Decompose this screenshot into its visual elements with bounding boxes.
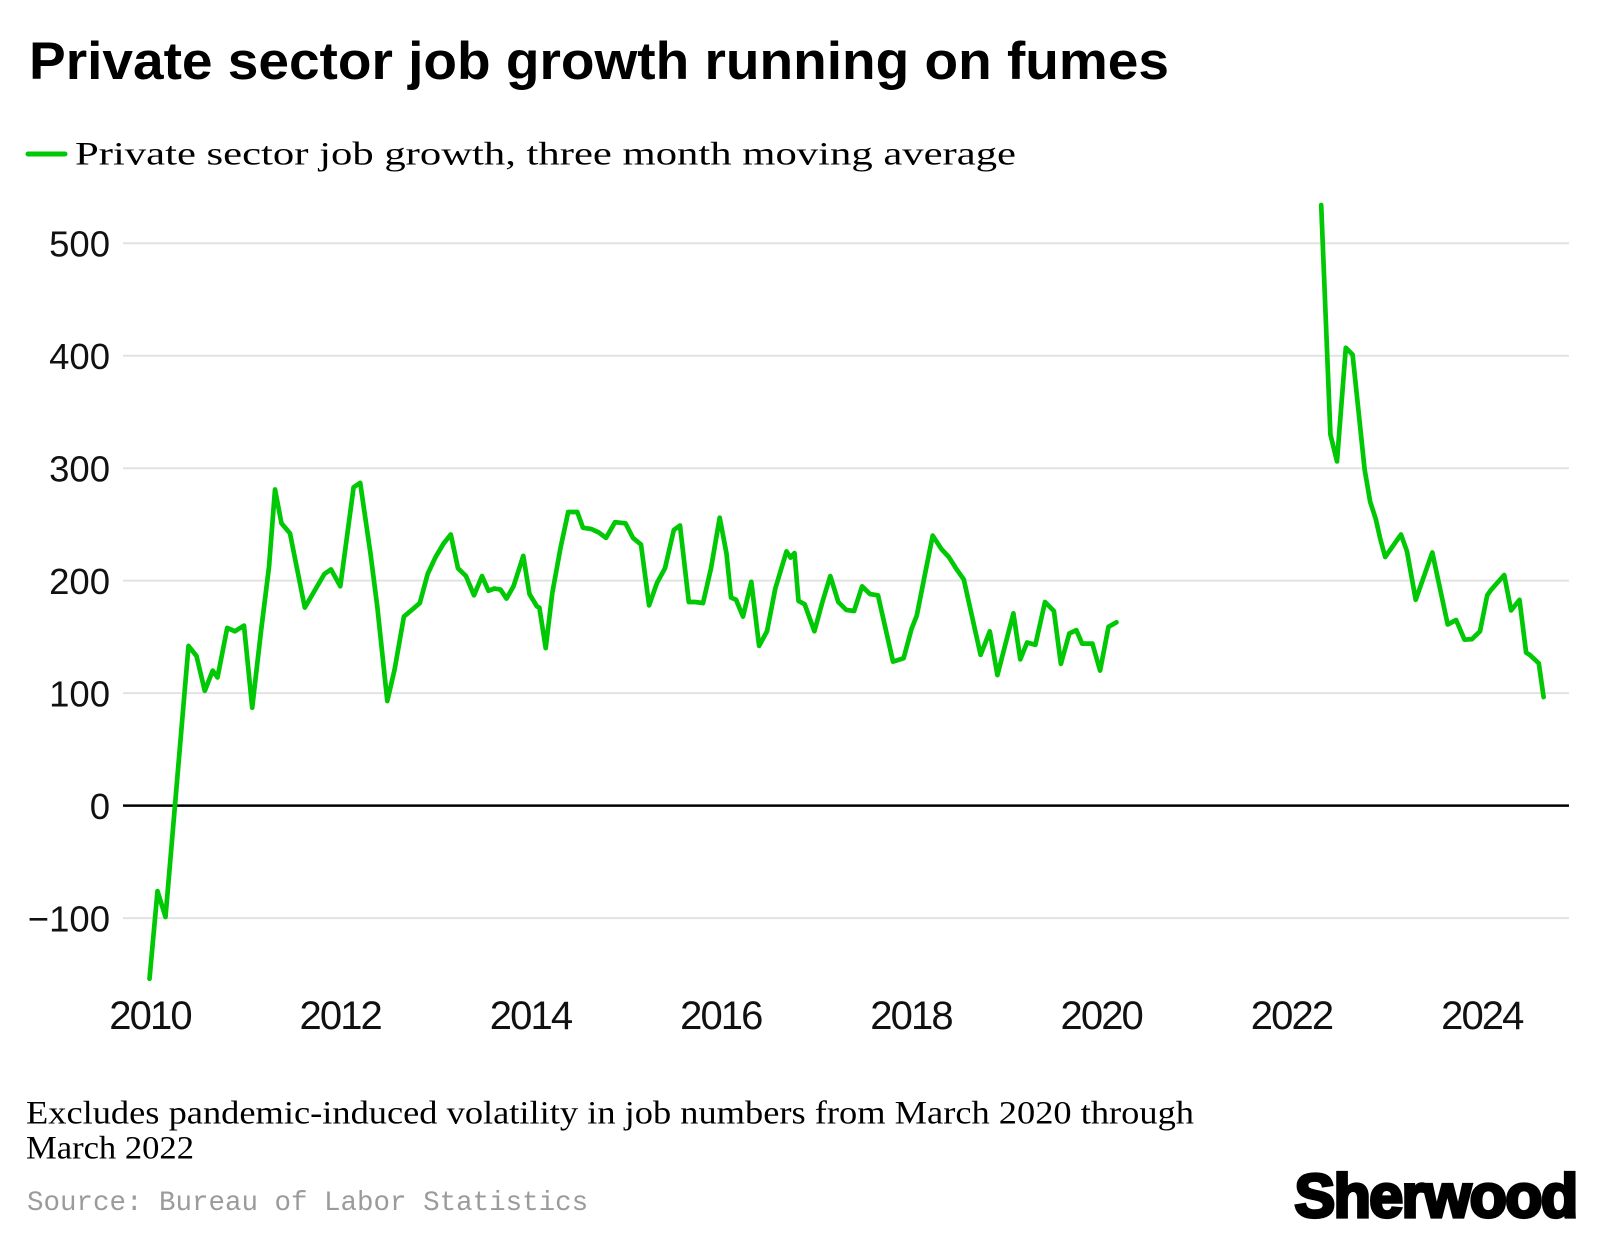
- svg-text:0: 0: [90, 786, 110, 827]
- svg-text:2012: 2012: [300, 994, 382, 1038]
- svg-text:2018: 2018: [870, 994, 952, 1038]
- svg-text:2014: 2014: [490, 994, 573, 1038]
- svg-text:Private sector job growth, thr: Private sector job growth, three month m…: [75, 137, 1016, 173]
- svg-text:2020: 2020: [1061, 994, 1143, 1038]
- svg-text:2010: 2010: [109, 994, 191, 1038]
- svg-text:−100: −100: [28, 898, 110, 939]
- svg-text:200: 200: [49, 561, 110, 602]
- svg-text:Private sector job growth runn: Private sector job growth running on fum…: [29, 32, 1169, 91]
- svg-text:March 2022: March 2022: [26, 1131, 194, 1167]
- svg-text:2022: 2022: [1251, 994, 1333, 1038]
- svg-text:100: 100: [49, 673, 110, 714]
- svg-text:Excludes pandemic-induced vola: Excludes pandemic-induced volatility in …: [26, 1096, 1195, 1132]
- svg-text:2024: 2024: [1441, 994, 1524, 1038]
- svg-text:Sherwood: Sherwood: [1295, 1162, 1577, 1230]
- svg-text:2016: 2016: [680, 994, 762, 1038]
- svg-text:500: 500: [49, 224, 110, 265]
- svg-text:400: 400: [49, 336, 110, 377]
- svg-text:300: 300: [49, 449, 110, 490]
- svg-text:Source: Bureau of Labor Statis: Source: Bureau of Labor Statistics: [27, 1188, 588, 1219]
